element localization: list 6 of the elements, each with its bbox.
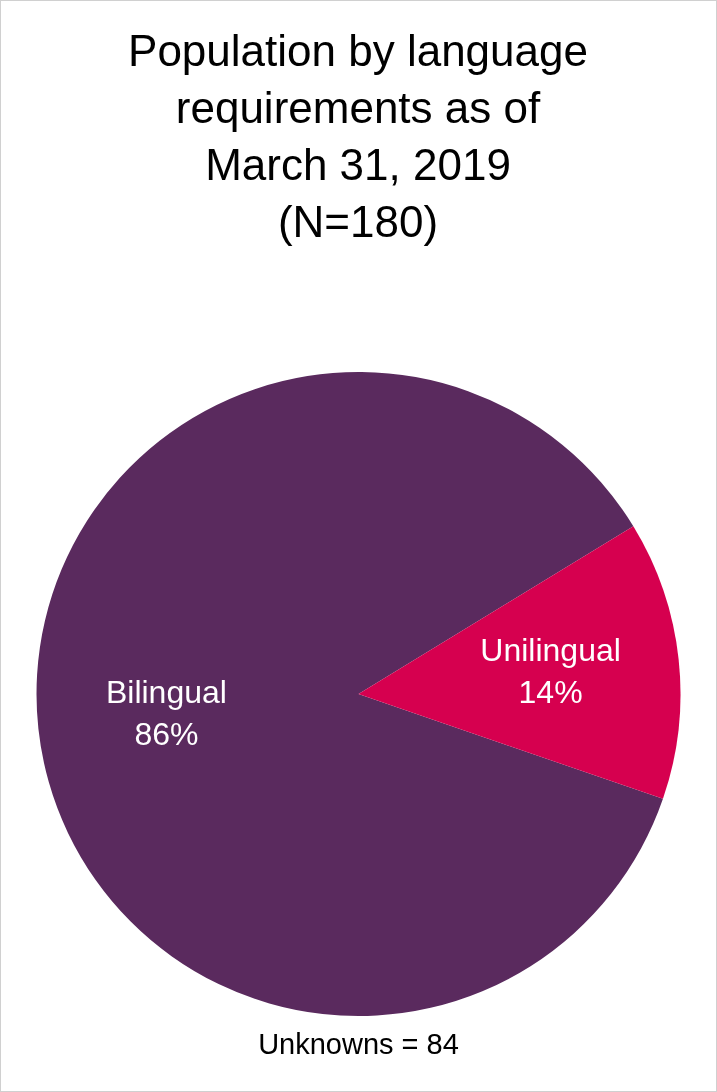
slice-label: Unilingual xyxy=(480,631,621,668)
slice-label: Bilingual xyxy=(105,673,227,710)
text: Unknowns = 84 xyxy=(257,1028,460,1061)
data-label: 14% xyxy=(518,673,583,710)
data-label: 86% xyxy=(134,715,199,752)
chart-title: Population by language requirements as of March 31, 2019 (N=180) xyxy=(128,25,588,248)
